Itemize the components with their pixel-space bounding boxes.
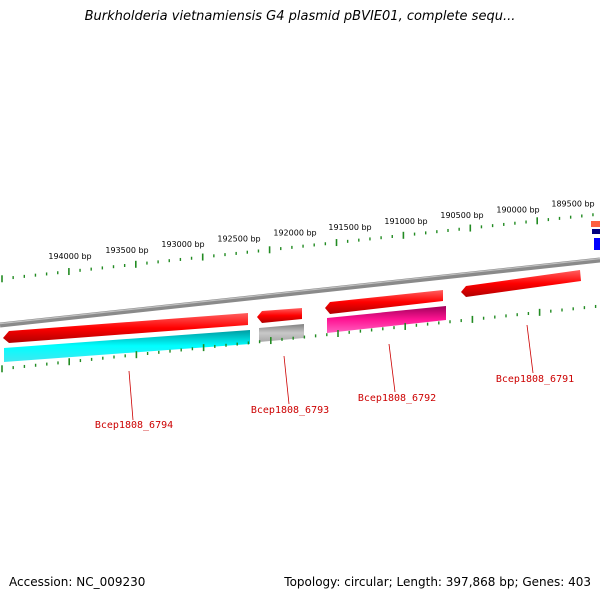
- gene-label-leader: [526, 324, 534, 374]
- tick-label: 194000 bp: [48, 252, 91, 261]
- gene-arrow-forward[interactable]: [325, 290, 443, 314]
- gene-arrow-forward[interactable]: [257, 308, 302, 323]
- tick-label: 190500 bp: [440, 211, 483, 220]
- inner-scale-ticks: [1, 304, 597, 373]
- edge-feature-navy[interactable]: [592, 229, 600, 234]
- gene-arrow-forward[interactable]: [461, 270, 581, 297]
- map-title: Burkholderia vietnamiensis G4 plasmid pB…: [84, 9, 516, 24]
- scale-tick-labels: 194000 bp 193500 bp 193000 bp 192500 bp 1920…: [48, 200, 594, 261]
- tick-label: 192500 bp: [217, 234, 260, 243]
- genome-summary: Topology: circular; Length: 397,868 bp; …: [284, 575, 591, 589]
- gene-label[interactable]: Bcep1808_6793: [251, 405, 329, 416]
- gene-label[interactable]: Bcep1808_6794: [95, 420, 173, 431]
- outer-scale-ticks: [1, 213, 594, 283]
- tick-label: 189500 bp: [551, 200, 594, 209]
- tick-label: 190000 bp: [496, 205, 539, 214]
- edge-feature-orange[interactable]: [591, 221, 600, 227]
- plasmid-backbone-highlight: [0, 258, 600, 325]
- tick-label: 193500 bp: [105, 246, 148, 255]
- tick-label: 193000 bp: [161, 240, 204, 249]
- tick-label: 191500 bp: [328, 223, 371, 232]
- gene-label-leader: [283, 355, 290, 405]
- tick-label: 192000 bp: [273, 229, 316, 238]
- tick-label: 191000 bp: [384, 217, 427, 226]
- gene-arrow-forward[interactable]: [3, 313, 248, 343]
- gene-label[interactable]: Bcep1808_6792: [358, 393, 436, 404]
- accession-label: Accession: NC_009230: [9, 575, 146, 589]
- cds-feature-cyan[interactable]: [4, 330, 250, 362]
- gene-label-leader: [128, 370, 134, 421]
- plasmid-backbone: [0, 257, 600, 328]
- gene-label[interactable]: Bcep1808_6791: [496, 374, 574, 385]
- gene-label-leader: [388, 343, 396, 393]
- edge-feature-blue[interactable]: [594, 238, 600, 250]
- cds-feature-magenta[interactable]: [327, 306, 446, 333]
